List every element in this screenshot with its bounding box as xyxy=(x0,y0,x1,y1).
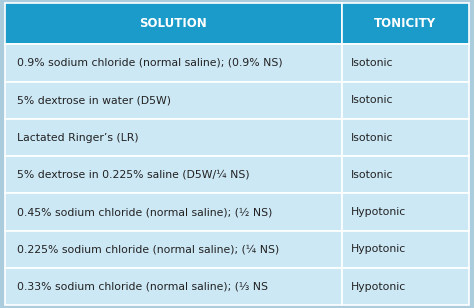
Text: Isotonic: Isotonic xyxy=(351,95,393,105)
Text: Lactated Ringer’s (LR): Lactated Ringer’s (LR) xyxy=(17,132,138,143)
Bar xyxy=(5,44,341,82)
Bar xyxy=(5,231,341,268)
Bar xyxy=(341,44,469,82)
Text: Isotonic: Isotonic xyxy=(351,58,393,68)
Bar xyxy=(341,231,469,268)
Bar xyxy=(341,3,469,44)
Text: Hypotonic: Hypotonic xyxy=(351,282,406,292)
Bar xyxy=(5,193,341,231)
Bar xyxy=(341,82,469,119)
Text: 0.225% sodium chloride (normal saline); (¼ NS): 0.225% sodium chloride (normal saline); … xyxy=(17,244,279,254)
Bar xyxy=(5,156,341,193)
Text: Isotonic: Isotonic xyxy=(351,132,393,143)
Text: 5% dextrose in 0.225% saline (D5W/¼ NS): 5% dextrose in 0.225% saline (D5W/¼ NS) xyxy=(17,170,249,180)
Text: 0.33% sodium chloride (normal saline); (⅓ NS: 0.33% sodium chloride (normal saline); (… xyxy=(17,282,268,292)
Text: 0.9% sodium chloride (normal saline); (0.9% NS): 0.9% sodium chloride (normal saline); (0… xyxy=(17,58,282,68)
Bar xyxy=(5,82,341,119)
Bar xyxy=(341,119,469,156)
Text: SOLUTION: SOLUTION xyxy=(139,17,207,30)
Bar xyxy=(5,119,341,156)
Bar xyxy=(5,268,341,305)
Text: Hypotonic: Hypotonic xyxy=(351,207,406,217)
Text: Isotonic: Isotonic xyxy=(351,170,393,180)
Text: 5% dextrose in water (D5W): 5% dextrose in water (D5W) xyxy=(17,95,171,105)
Text: 0.45% sodium chloride (normal saline); (½ NS): 0.45% sodium chloride (normal saline); (… xyxy=(17,207,272,217)
Text: Hypotonic: Hypotonic xyxy=(351,244,406,254)
Bar xyxy=(5,3,341,44)
Bar xyxy=(341,268,469,305)
Bar xyxy=(341,193,469,231)
Bar xyxy=(341,156,469,193)
Text: TONICITY: TONICITY xyxy=(374,17,437,30)
